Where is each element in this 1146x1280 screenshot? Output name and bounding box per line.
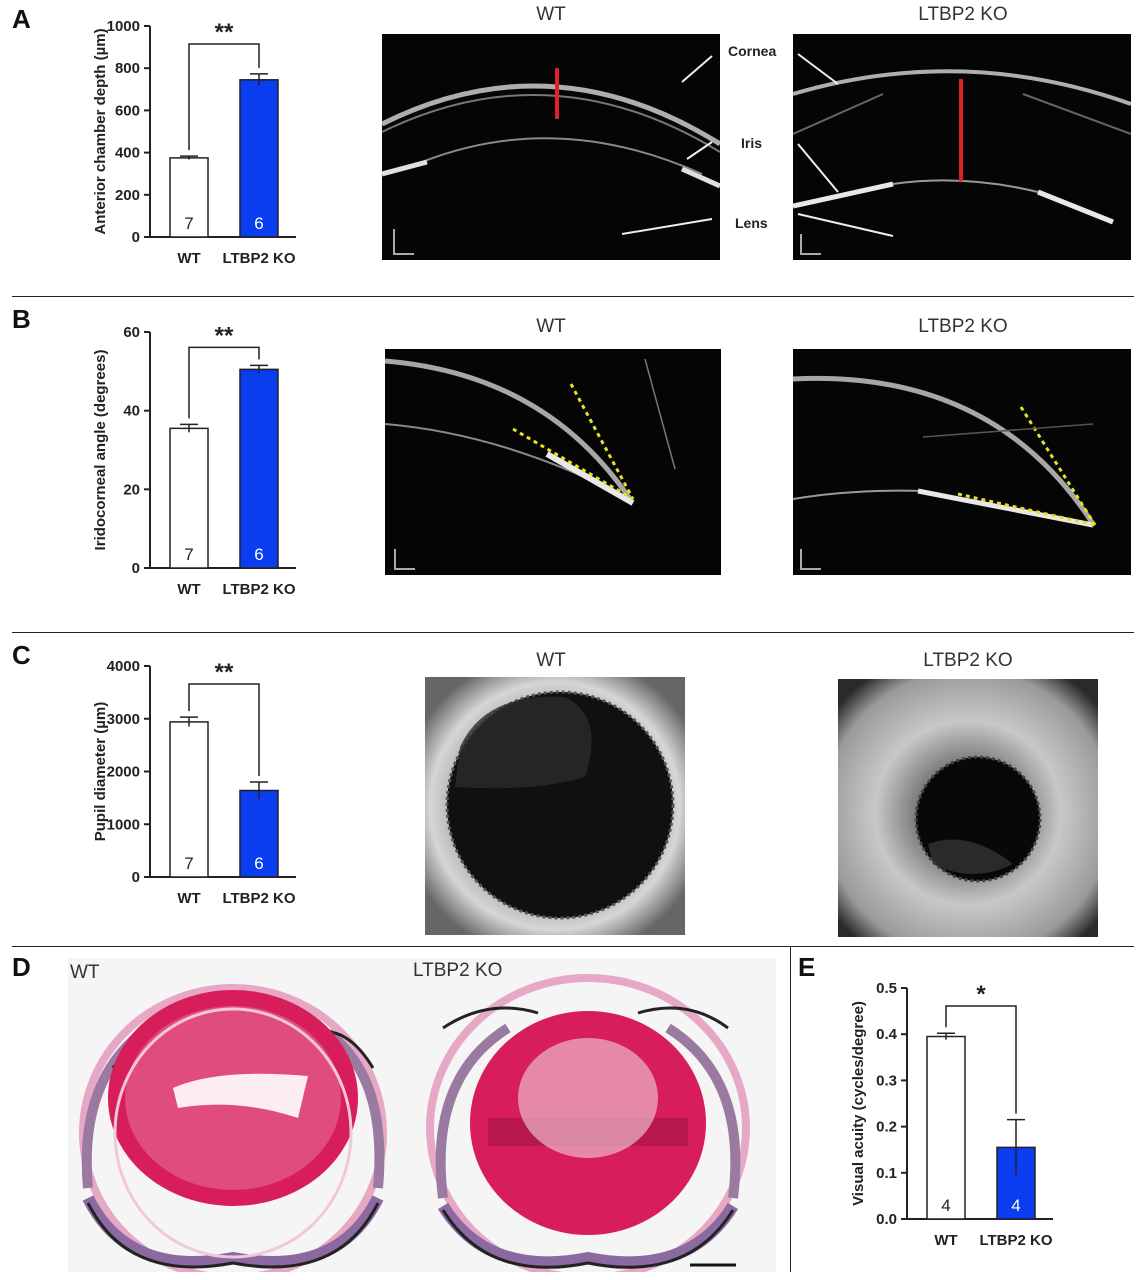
panel-letter-e: E: [798, 952, 816, 982]
significance-bracket: [188, 346, 260, 419]
sample-size-label: 4: [941, 1196, 950, 1215]
chart-plot-area: 0.0 0.1 0.2 0.3 0.4 0.5 Visual acuity (cycles/…: [850, 980, 1053, 1249]
sample-size-label: 7: [184, 854, 193, 873]
divider-bc: [12, 632, 1134, 633]
panel-letter-b: B: [12, 304, 31, 334]
image-title-c-wt: WT: [536, 650, 566, 671]
image-title-c-ko: LTBP2 KO: [923, 650, 1013, 671]
sample-size-label: 6: [254, 214, 263, 233]
pupil-image-c-ko: [838, 679, 1098, 937]
y-axis-label: Iridocorneal angle (degrees): [92, 350, 109, 551]
histology-image-d: [68, 958, 776, 1272]
sample-size-label: 7: [184, 214, 193, 233]
image-title-a-wt: WT: [536, 4, 566, 25]
panel-letter-c: C: [12, 640, 31, 670]
y-tick-label: 0.1: [876, 1165, 897, 1182]
y-tick-label: 0.0: [876, 1211, 897, 1228]
y-axis-label: Anterior chamber depth (µm): [92, 28, 109, 234]
category-label: WT: [177, 250, 200, 267]
category-label: WT: [177, 581, 200, 598]
y-tick-label: 400: [115, 145, 140, 162]
oct-image-a-ko: [793, 34, 1131, 260]
category-label: LTBP2 KO: [222, 890, 295, 907]
oct-image-a-wt: [382, 34, 720, 260]
chart-plot-area: 0 1000 2000 3000 4000 Pupil diameter (µm) 7 WT 6…: [92, 658, 296, 907]
sample-size-label: 6: [254, 854, 263, 873]
panel-letter-a: A: [12, 4, 31, 34]
category-label: LTBP2 KO: [222, 250, 295, 267]
significance-bracket: [188, 43, 260, 151]
divider-ab: [12, 296, 1134, 297]
bar-wt: [169, 157, 209, 238]
significance-marker: **: [215, 19, 234, 46]
image-title-a-ko: LTBP2 KO: [918, 4, 1008, 25]
significance-bracket: [945, 1005, 1017, 1114]
bar-wt: [169, 721, 209, 878]
y-tick-label: 1000: [107, 816, 140, 833]
bar-wt: [926, 1035, 966, 1220]
annotation-iris: Iris: [741, 135, 763, 151]
y-tick-label: 2000: [107, 764, 140, 781]
significance-marker: *: [976, 981, 986, 1008]
significance-bracket: [188, 683, 260, 777]
y-tick-label: 0.3: [876, 1072, 897, 1089]
y-tick-label: 0: [132, 229, 140, 246]
y-axis-label: Pupil diameter (µm): [92, 702, 109, 842]
histology-label-wt: WT: [70, 962, 100, 983]
bar-ltbp2-ko: [239, 368, 279, 569]
image-title-b-ko: LTBP2 KO: [918, 316, 1008, 337]
chart-e: 0.0 0.1 0.2 0.3 0.4 0.5 Visual acuity (cycles/…: [850, 980, 1053, 1249]
y-tick-label: 60: [123, 324, 140, 341]
y-tick-label: 0.5: [876, 980, 897, 997]
y-tick-label: 0: [132, 869, 140, 886]
category-label: WT: [934, 1232, 957, 1249]
annotation-lens: Lens: [735, 215, 768, 231]
y-tick-label: 40: [123, 403, 140, 420]
y-tick-label: 600: [115, 102, 140, 119]
divider-cd: [12, 946, 1134, 947]
y-tick-label: 800: [115, 60, 140, 77]
y-tick-label: 20: [123, 481, 140, 498]
significance-marker: **: [215, 659, 234, 686]
significance-marker: **: [215, 322, 234, 349]
y-tick-label: 4000: [107, 658, 140, 675]
bar-wt: [169, 427, 209, 569]
y-tick-label: 0.2: [876, 1119, 897, 1136]
y-tick-label: 0: [132, 560, 140, 577]
oct-image-b-wt: [385, 349, 721, 575]
category-label: WT: [177, 890, 200, 907]
histology-label-ko: LTBP2 KO: [413, 960, 503, 981]
y-axis-label: Visual acuity (cycles/degree): [850, 1001, 867, 1206]
sample-size-label: 4: [1011, 1196, 1020, 1215]
y-tick-label: 3000: [107, 711, 140, 728]
chart-plot-area: 0 20 40 60 Iridocorneal angle (degrees) 7 WT 6 L…: [92, 322, 296, 598]
image-title-b-wt: WT: [536, 316, 566, 337]
annotation-cornea: Cornea: [728, 43, 777, 59]
chart-c: 0 1000 2000 3000 4000 Pupil diameter (µm) 7 WT 6…: [92, 658, 296, 907]
divider-de: [790, 946, 791, 1272]
oct-image-b-ko: [793, 349, 1131, 575]
y-tick-label: 1000: [107, 18, 140, 35]
panel-letter-d: D: [12, 952, 31, 982]
bar-ltbp2-ko: [239, 789, 279, 878]
category-label: LTBP2 KO: [222, 581, 295, 598]
sample-size-label: 6: [254, 545, 263, 564]
y-tick-label: 200: [115, 187, 140, 204]
y-tick-label: 0.4: [876, 1026, 898, 1043]
pupil-image-c-wt: [425, 677, 685, 935]
chart-b: 0 20 40 60 Iridocorneal angle (degrees) 7 WT 6 L…: [92, 322, 296, 598]
sample-size-label: 7: [184, 545, 193, 564]
category-label: LTBP2 KO: [979, 1232, 1052, 1249]
